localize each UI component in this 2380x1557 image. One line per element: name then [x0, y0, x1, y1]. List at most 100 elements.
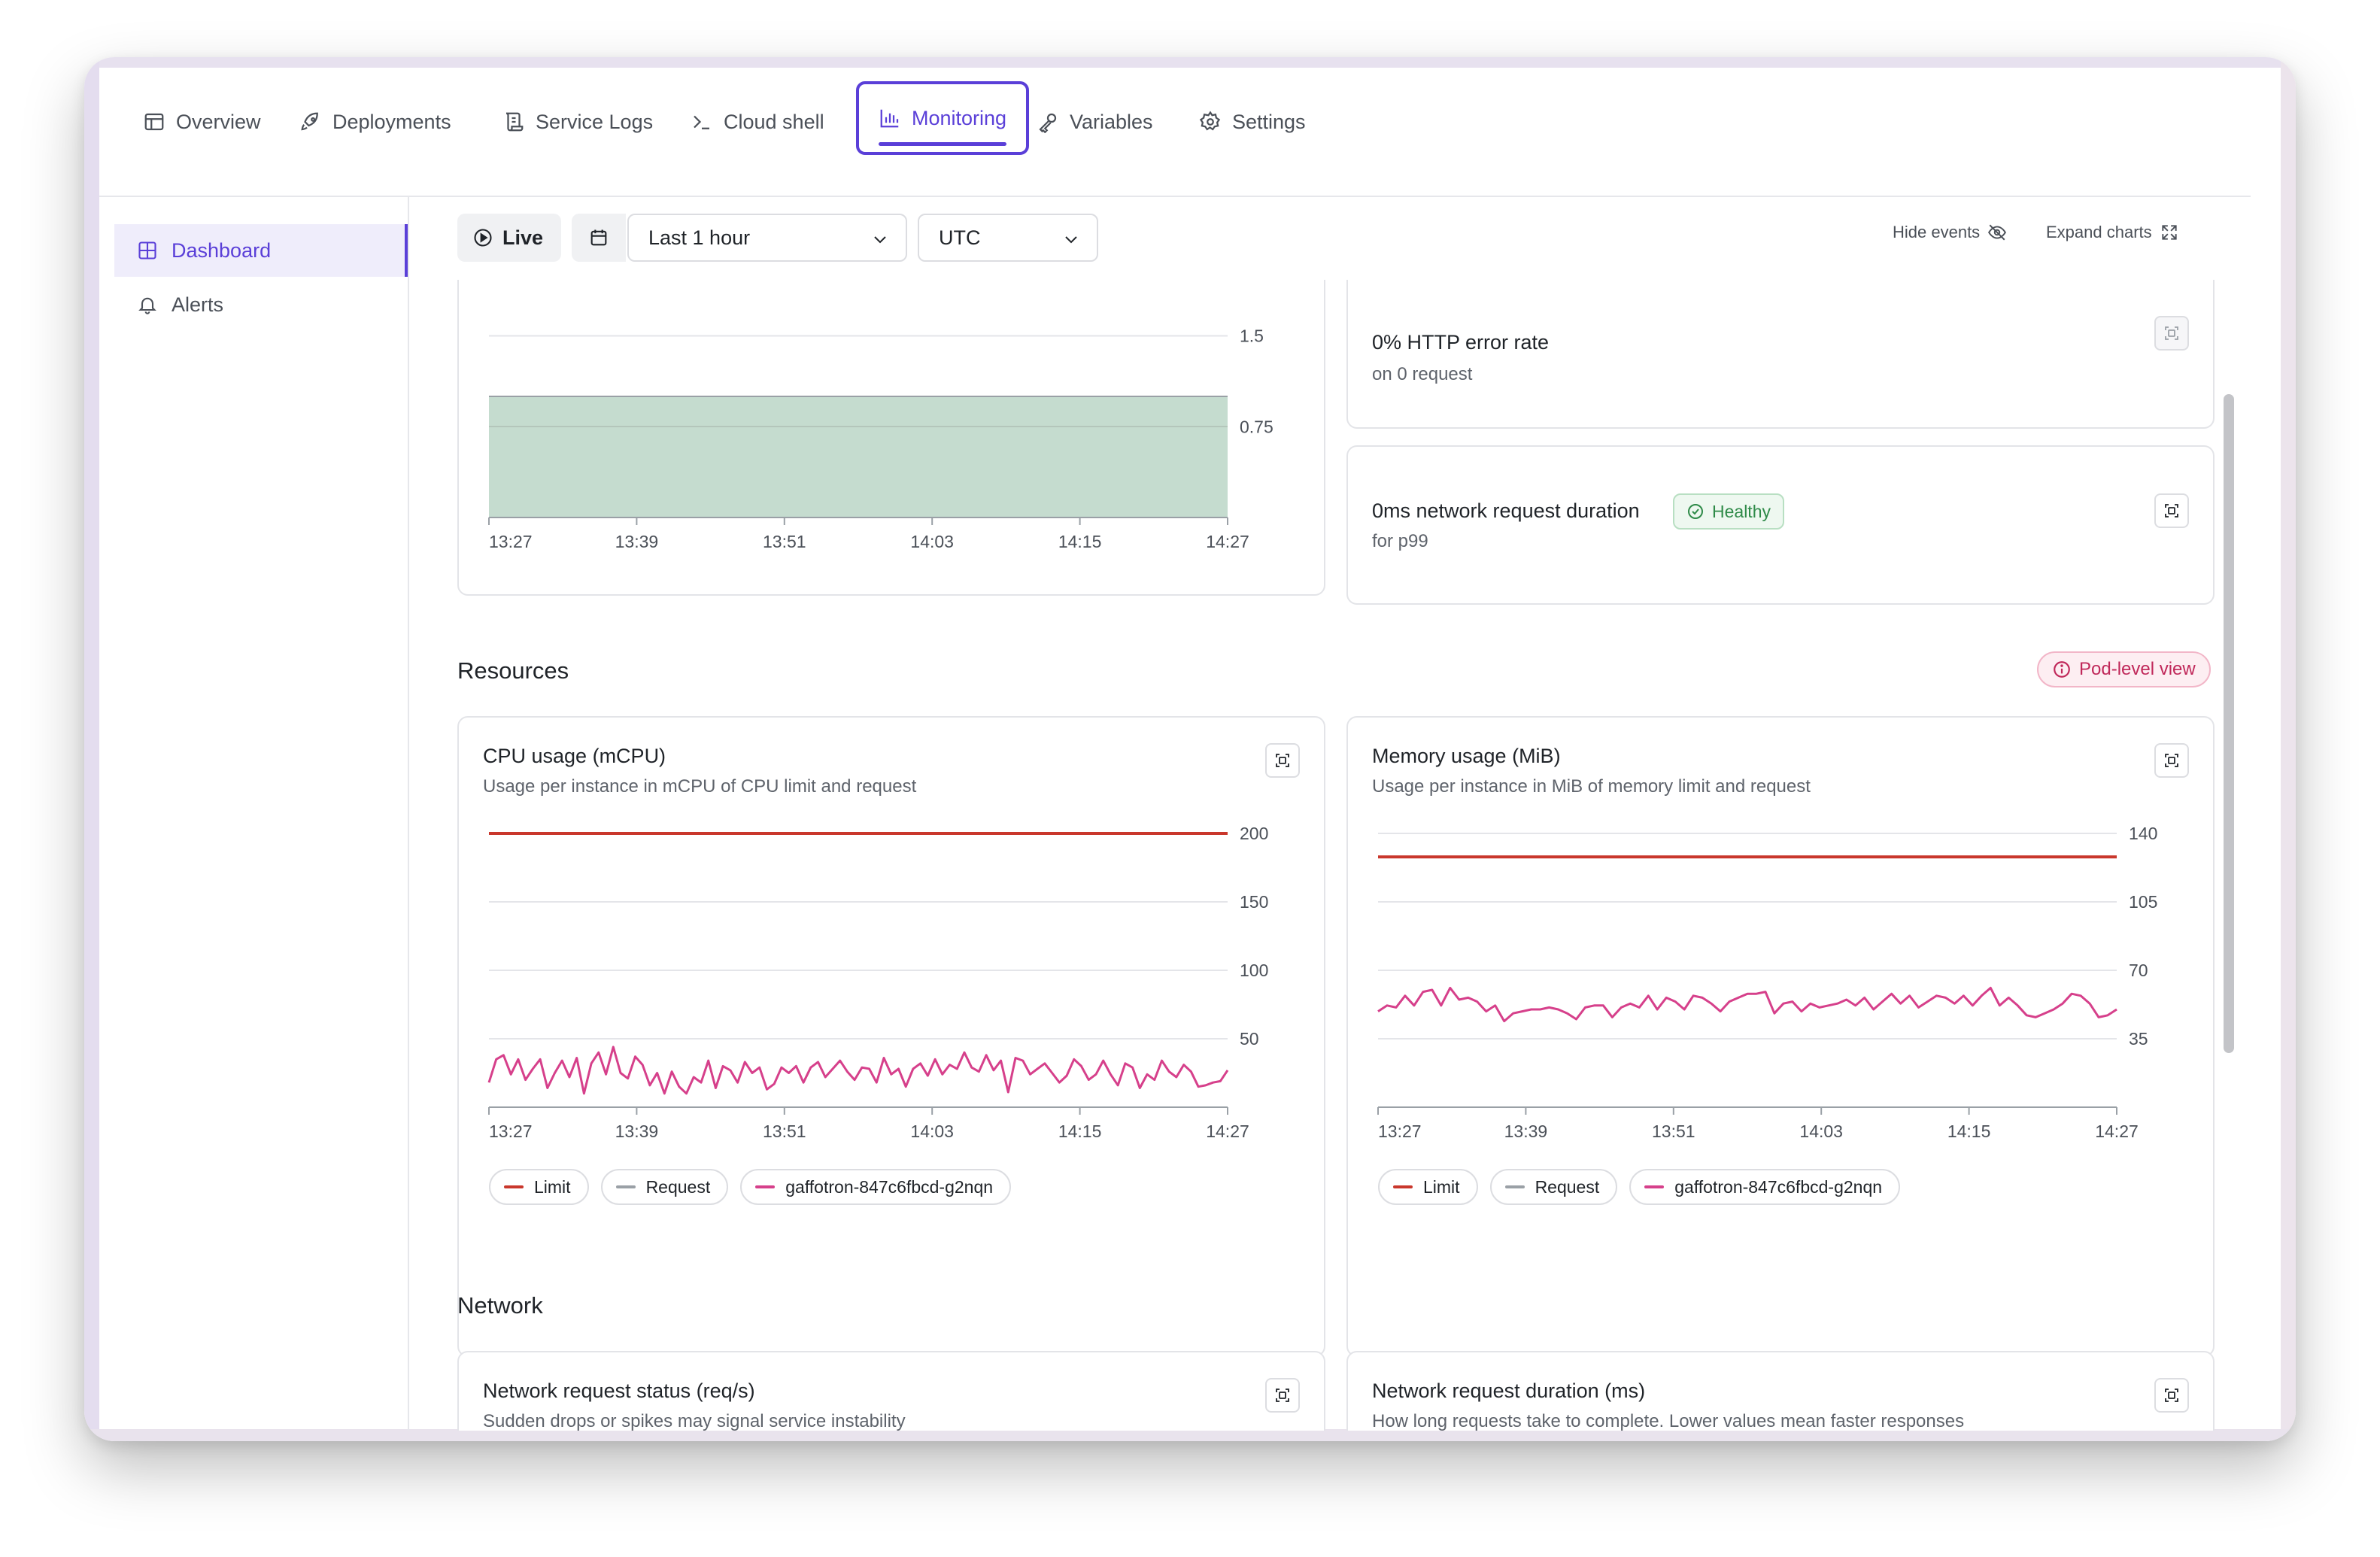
live-button[interactable]: Live	[457, 214, 561, 262]
memory-card-subtitle: Usage per instance in MiB of memory limi…	[1372, 776, 1811, 797]
hide-events-label: Hide events	[1893, 223, 1981, 241]
request-area	[489, 396, 1228, 517]
tab-cloud-shell[interactable]: Cloud shell	[678, 90, 836, 153]
expand-charts-label: Expand charts	[2046, 223, 2152, 241]
legend-swatch	[755, 1185, 776, 1188]
y-tick-label: 200	[1240, 824, 1268, 843]
error-rate-title: 0% HTTP error rate	[1372, 331, 1550, 354]
expand-icon	[1276, 1389, 1289, 1402]
maximize-icon	[2161, 225, 2177, 240]
cpu-card-subtitle: Usage per instance in mCPU of CPU limit …	[483, 776, 917, 797]
info-icon	[2054, 661, 2070, 678]
x-tick-label: 13:39	[615, 1121, 659, 1141]
legend-swatch	[1504, 1185, 1525, 1188]
terminal-icon	[694, 115, 709, 129]
legend-request[interactable]: Request	[1489, 1169, 1618, 1205]
expand-card-button[interactable]	[1265, 743, 1300, 778]
healthy-badge: Healthy	[1673, 493, 1784, 530]
tab-label: Deployments	[332, 110, 451, 133]
y-tick-label: 1.5	[1240, 326, 1264, 346]
request-chart-card: 0.75 1.5 13:27 13:39 13:51 14:03 14:15 14:27	[457, 265, 1325, 596]
y-tick-label: 140	[2129, 824, 2157, 843]
x-tick-label: 13:51	[763, 532, 806, 551]
gear-icon	[1199, 111, 1221, 131]
net-duration-subtitle: How long requests take to complete. Lowe…	[1372, 1411, 1965, 1431]
legend-label: Request	[1535, 1176, 1600, 1197]
instance-series-line	[487, 1046, 1229, 1095]
expand-icon	[1276, 754, 1289, 767]
memory-card-title: Memory usage (MiB)	[1372, 745, 1561, 767]
calendar-button[interactable]	[572, 214, 626, 262]
tab-label: Settings	[1232, 110, 1306, 133]
net-status-subtitle: Sudden drops or spikes may signal servic…	[483, 1411, 906, 1431]
sidebar-item-label: Dashboard	[172, 238, 272, 262]
app-window: Overview Deployments Service Logs Cloud …	[84, 57, 2296, 1441]
legend-swatch	[615, 1185, 636, 1188]
layout-icon	[144, 113, 164, 131]
legend-request[interactable]: Request	[600, 1169, 729, 1205]
expand-charts-button[interactable]: Expand charts	[2046, 223, 2179, 242]
tab-variables[interactable]: Variables	[1025, 90, 1165, 153]
expand-card-button[interactable]	[2154, 1378, 2189, 1413]
expand-icon	[2165, 754, 2178, 767]
sidebar-item-dashboard[interactable]: Dashboard	[114, 224, 408, 277]
tab-label: Overview	[176, 110, 261, 133]
x-tick-label: 14:27	[1206, 532, 1249, 551]
eye-off-icon	[1988, 224, 2007, 241]
request-area-chart: 0.75 1.5 13:27 13:39 13:51 14:03 14:15 14:27	[488, 274, 1273, 551]
pod-level-view-badge[interactable]: Pod-level view	[2037, 651, 2211, 687]
hide-events-button[interactable]: Hide events	[1893, 223, 2007, 242]
tab-monitoring[interactable]: Monitoring	[856, 81, 1030, 155]
legend-swatch	[504, 1185, 524, 1188]
expand-icon	[2165, 326, 2178, 340]
healthy-label: Healthy	[1712, 501, 1771, 521]
grid-icon	[138, 241, 156, 260]
main-scrollbar[interactable]	[2224, 394, 2234, 1053]
legend-instance[interactable]: gaffotron-847c6fbcd-g2nqn	[1629, 1169, 1901, 1205]
bar-chart-icon	[880, 109, 899, 128]
scroll-icon	[505, 112, 524, 132]
window-frame-top	[84, 57, 2296, 68]
network-section-title: Network	[457, 1292, 543, 1319]
resources-section-title: Resources	[457, 657, 569, 684]
x-tick-label: 13:39	[1504, 1121, 1548, 1141]
duration-subtitle: for p99	[1372, 531, 1428, 551]
tab-overview[interactable]: Overview	[131, 90, 273, 153]
cpu-card-title: CPU usage (mCPU)	[483, 745, 666, 767]
x-tick-label: 13:27	[489, 532, 533, 551]
expand-card-button[interactable]	[1265, 1378, 1300, 1413]
check-circle-icon	[1688, 504, 1703, 519]
legend-swatch	[1393, 1185, 1413, 1188]
pod-badge-label: Pod-level view	[2079, 659, 2196, 679]
time-range-select[interactable]: Last 1 hour	[627, 214, 907, 262]
memory-line-chart: 35 70 105 140 13:27 13:39 13:51 14:03 14:15 14:27	[1377, 824, 2157, 1141]
http-error-rate-card: 0% HTTP error rate on 0 request	[1346, 265, 2215, 429]
legend-limit[interactable]: Limit	[1378, 1169, 1478, 1205]
cpu-usage-card: CPU usage (mCPU) Usage per instance in m…	[457, 716, 1325, 1357]
toolbar: Live Last 1 hour UTC Hide events Expand …	[411, 197, 2251, 280]
x-tick-label: 13:27	[1378, 1121, 1422, 1141]
tab-deployments[interactable]: Deployments	[287, 90, 463, 153]
tab-label: Monitoring	[912, 106, 1007, 129]
x-tick-label: 13:51	[1652, 1121, 1695, 1141]
instance-series-line	[1377, 986, 2117, 1023]
legend-label: gaffotron-847c6fbcd-g2nqn	[1674, 1176, 1883, 1197]
expand-card-button[interactable]	[2154, 743, 2189, 778]
key-icon	[1039, 113, 1057, 133]
sidebar-item-alerts[interactable]: Alerts	[114, 278, 408, 331]
timezone-value: UTC	[939, 226, 981, 249]
tab-label: Service Logs	[536, 110, 654, 133]
expand-card-button[interactable]	[2154, 316, 2189, 351]
expand-card-button[interactable]	[2154, 493, 2189, 528]
y-tick-label: 150	[1240, 892, 1268, 912]
timezone-select[interactable]: UTC	[918, 214, 1098, 262]
y-tick-label: 0.75	[1240, 417, 1273, 436]
bell-icon	[138, 297, 156, 314]
legend-limit[interactable]: Limit	[489, 1169, 589, 1205]
memory-legend: Limit Request gaffotron-847c6fbcd-g2nqn	[1378, 1169, 1901, 1205]
legend-instance[interactable]: gaffotron-847c6fbcd-g2nqn	[740, 1169, 1012, 1205]
tab-settings[interactable]: Settings	[1187, 90, 1318, 153]
net-status-gridline	[459, 1352, 1327, 1431]
tab-service-logs[interactable]: Service Logs	[490, 90, 665, 153]
legend-label: Request	[645, 1176, 711, 1197]
